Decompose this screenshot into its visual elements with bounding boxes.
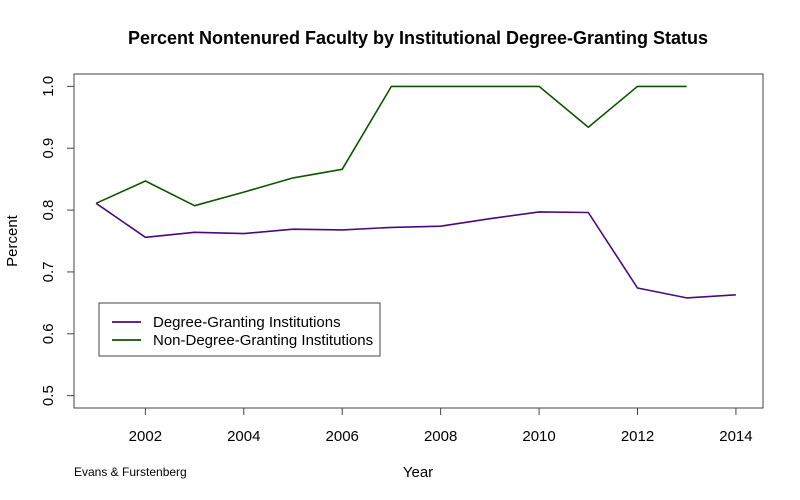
y-axis-label: Percent	[4, 214, 21, 267]
x-tick-label: 2006	[326, 428, 359, 445]
chart-title: Percent Nontenured Faculty by Institutio…	[128, 28, 708, 48]
legend: Degree-Granting InstitutionsNon-Degree-G…	[98, 302, 381, 357]
x-tick-label: 2014	[719, 428, 752, 445]
plot-area-border	[73, 73, 764, 409]
y-tick-label: 0.7	[40, 261, 57, 282]
legend-box	[98, 302, 381, 357]
y-tick-label: 0.8	[40, 200, 57, 221]
y-tick-label: 0.6	[40, 323, 57, 344]
legend-label: Degree-Granting Institutions	[153, 314, 341, 331]
x-tick-label: 2010	[522, 428, 555, 445]
x-tick-label: 2008	[424, 428, 457, 445]
x-axis-label: Year	[403, 464, 433, 481]
x-tick-label: 2012	[621, 428, 654, 445]
series-line-1	[95, 202, 736, 299]
x-axis: 2002 2004 2006 2008 2010 2012 2014	[129, 408, 753, 445]
series-layer	[95, 85, 736, 299]
y-tick-label: 0.5	[40, 385, 57, 406]
x-tick-label: 2002	[129, 428, 162, 445]
series-line-2	[95, 85, 687, 207]
x-tick-label: 2004	[227, 428, 260, 445]
legend-label: Non-Degree-Granting Institutions	[153, 332, 373, 349]
y-axis: 0.5 0.6 0.7 0.8 0.9 1.0	[40, 76, 74, 406]
y-tick-label: 1.0	[40, 76, 57, 97]
y-tick-label: 0.9	[40, 138, 57, 159]
credit-text: Evans & Furstenberg	[74, 465, 187, 479]
